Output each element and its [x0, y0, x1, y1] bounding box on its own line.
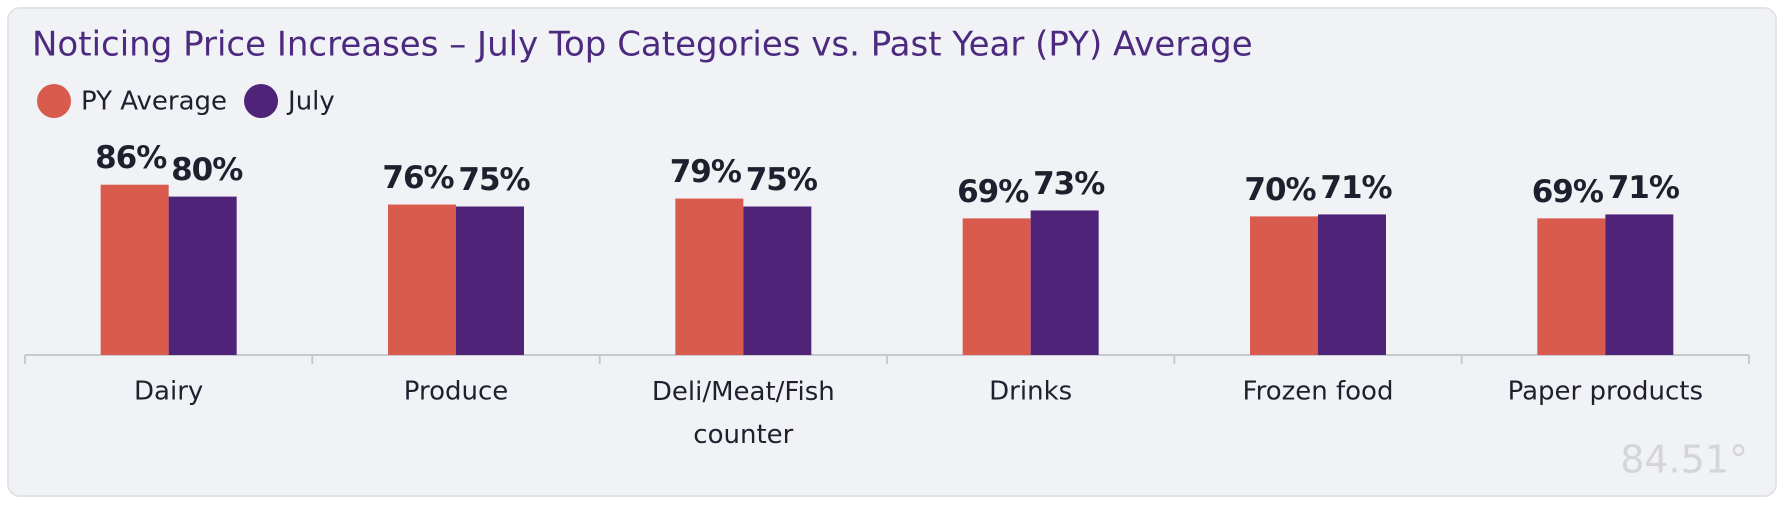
- legend-swatch: [244, 84, 279, 118]
- value-label: 71%: [1320, 170, 1392, 206]
- chart-title: Noticing Price Increases – July Top Cate…: [32, 25, 1253, 65]
- x-tick-label: Drinks: [989, 377, 1072, 407]
- bar: [1537, 218, 1606, 355]
- x-tick-label: Paper products: [1508, 377, 1703, 407]
- value-label: 73%: [1033, 166, 1105, 202]
- x-tick-label-line: Deli/Meat/Fish: [652, 377, 835, 407]
- bar: [1250, 216, 1318, 355]
- x-tick-label: Produce: [404, 377, 509, 407]
- value-label: 75%: [458, 162, 530, 198]
- value-label: 86%: [95, 140, 167, 176]
- value-label: 75%: [746, 162, 818, 198]
- x-tick-label-line: counter: [693, 420, 793, 450]
- bar: [168, 196, 237, 355]
- x-tick-label: Dairy: [134, 377, 203, 407]
- bar: [100, 184, 169, 355]
- value-label: 70%: [1244, 172, 1316, 208]
- bar: [1030, 210, 1099, 355]
- value-label: 71%: [1608, 170, 1680, 206]
- bar: [1318, 214, 1386, 355]
- bar: [456, 206, 524, 355]
- value-label: 80%: [171, 152, 243, 188]
- value-label: 69%: [957, 174, 1029, 210]
- legend-label: PY Average: [81, 87, 227, 117]
- value-label: 69%: [1532, 174, 1604, 210]
- bar: [675, 198, 744, 355]
- x-tick-label: Deli/Meat/Fish counter: [652, 377, 835, 450]
- value-label: 76%: [382, 160, 454, 196]
- bar: [743, 206, 812, 355]
- panel: [7, 7, 1777, 497]
- bar: [1605, 214, 1674, 355]
- legend-label: July: [286, 87, 335, 117]
- bar: [962, 218, 1031, 355]
- logo: 84.51°: [1620, 438, 1748, 482]
- x-tick-label: Frozen food: [1243, 377, 1394, 407]
- legend-swatch: [37, 84, 71, 118]
- value-label: 79%: [670, 154, 742, 190]
- bar: [388, 204, 456, 355]
